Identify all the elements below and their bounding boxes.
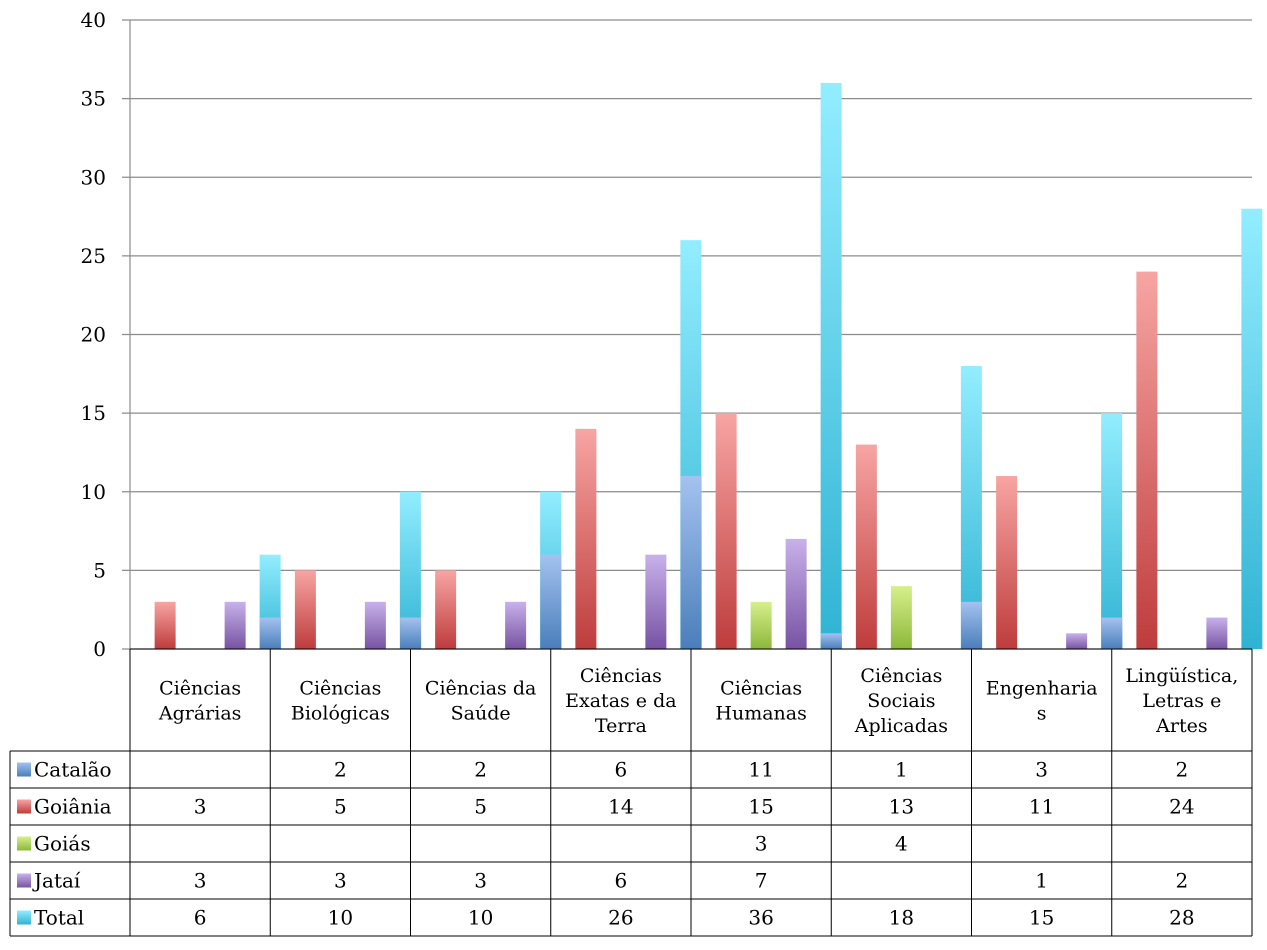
bar-jataí [1206, 617, 1228, 649]
legend-swatch [17, 799, 31, 814]
bar-goiânia [855, 444, 877, 649]
legend-label: Goiânia [34, 795, 112, 819]
category-label: Ciências da Saúde [425, 678, 536, 725]
bar-goiás [890, 586, 912, 649]
data-table-cell: 7 [755, 869, 768, 893]
bar-catalão [961, 601, 983, 649]
data-table-cell: 2 [1176, 758, 1189, 782]
data-table-cell: 15 [748, 795, 773, 819]
category-label: Ciências Agrárias [158, 678, 242, 725]
data-table-cell: 14 [608, 795, 633, 819]
bar-goiânia [575, 428, 597, 649]
y-tick-label: 30 [81, 165, 106, 189]
data-table-cell: 13 [889, 795, 914, 819]
y-tick-label: 0 [93, 637, 106, 661]
data-table-cell: 26 [608, 906, 633, 930]
data-table-cell: 24 [1169, 795, 1194, 819]
data-table-cell: 2 [474, 758, 487, 782]
bar-jataí [224, 601, 246, 649]
data-table-cell: 5 [334, 795, 347, 819]
legend-label: Catalão [34, 758, 112, 782]
data-table-cell: 18 [889, 906, 914, 930]
legend-swatch [17, 836, 31, 851]
data-table-cell: 3 [334, 869, 347, 893]
data-table-cell: 28 [1169, 906, 1194, 930]
bar-jataí [1066, 633, 1088, 649]
data-table-cell: 1 [1035, 869, 1048, 893]
bar-goiânia [996, 476, 1018, 649]
bar-catalão [400, 617, 422, 649]
bar-goiânia [435, 570, 457, 649]
bar-total [1101, 413, 1123, 649]
bar-goiânia [154, 601, 176, 649]
legend-label: Total [34, 906, 84, 930]
y-tick-label: 20 [81, 323, 106, 347]
bar-total [399, 491, 421, 649]
data-table-cell: 6 [615, 758, 628, 782]
category-label: Ciências Exatas e da Terra [565, 665, 676, 737]
data-table-cell: 10 [328, 906, 353, 930]
y-tick-label: 10 [81, 480, 106, 504]
data-table-cell: 2 [334, 758, 347, 782]
data-table-cell: 36 [748, 906, 773, 930]
legend-swatch [17, 873, 31, 888]
category-label: Ciências Humanas [715, 678, 806, 725]
bar-catalão [820, 633, 842, 649]
data-table-cell: 2 [1176, 869, 1189, 893]
data-table-cell: 3 [194, 795, 207, 819]
y-tick-label: 40 [81, 8, 106, 32]
data-table-cell: 6 [194, 906, 207, 930]
data-table-cell: 10 [468, 906, 493, 930]
data-table-cell: 6 [615, 869, 628, 893]
y-tick-label: 15 [81, 401, 106, 425]
data-table-cell: 11 [748, 758, 773, 782]
bar-jataí [505, 601, 527, 649]
y-tick-label: 35 [81, 87, 106, 111]
bar-goiás [750, 601, 772, 649]
data-table-cell: 3 [1035, 758, 1048, 782]
data-table-cell: 15 [1029, 906, 1054, 930]
data-table-cell: 11 [1029, 795, 1054, 819]
data-table-cell: 5 [474, 795, 487, 819]
data-table-cell: 1 [895, 758, 908, 782]
y-axis-ticks: 0 5 10 15 20 25 30 35 40 [81, 8, 106, 661]
bar-jataí [364, 601, 386, 649]
data-table-cell: 3 [755, 832, 768, 856]
bar-total [820, 82, 842, 649]
y-tick-label: 25 [81, 244, 106, 268]
bars [154, 82, 1263, 649]
data-table-cell: 4 [895, 832, 908, 856]
y-tick-label: 5 [93, 558, 106, 582]
bar-catalão [680, 476, 702, 649]
category-label: Ciências Biológicas [291, 678, 390, 725]
data-table-cell: 3 [474, 869, 487, 893]
category-label: Engenharia s [986, 678, 1098, 725]
bar-catalão [259, 617, 281, 649]
data-table-cell: 3 [194, 869, 207, 893]
legend-label: Jataí [32, 869, 81, 893]
bar-goiânia [1136, 271, 1158, 649]
bar-total [1241, 208, 1263, 649]
legend-label: Goiás [34, 832, 91, 856]
bar-goiânia [715, 413, 737, 649]
legend-swatch [17, 762, 31, 777]
bar-jataí [645, 554, 667, 649]
category-label: Lingüística, Letras e Artes [1125, 665, 1238, 737]
category-label: Ciências Sociais Aplicadas [854, 665, 948, 737]
bar-catalão [1101, 617, 1123, 649]
legend-swatch [17, 910, 31, 925]
bar-jataí [785, 538, 807, 649]
bar-catalão [540, 554, 562, 649]
bar-goiânia [294, 570, 316, 649]
data-table: Ciências Agrárias Ciências Biológicas Ciênci… [9, 648, 1253, 937]
bar-total [960, 365, 982, 649]
